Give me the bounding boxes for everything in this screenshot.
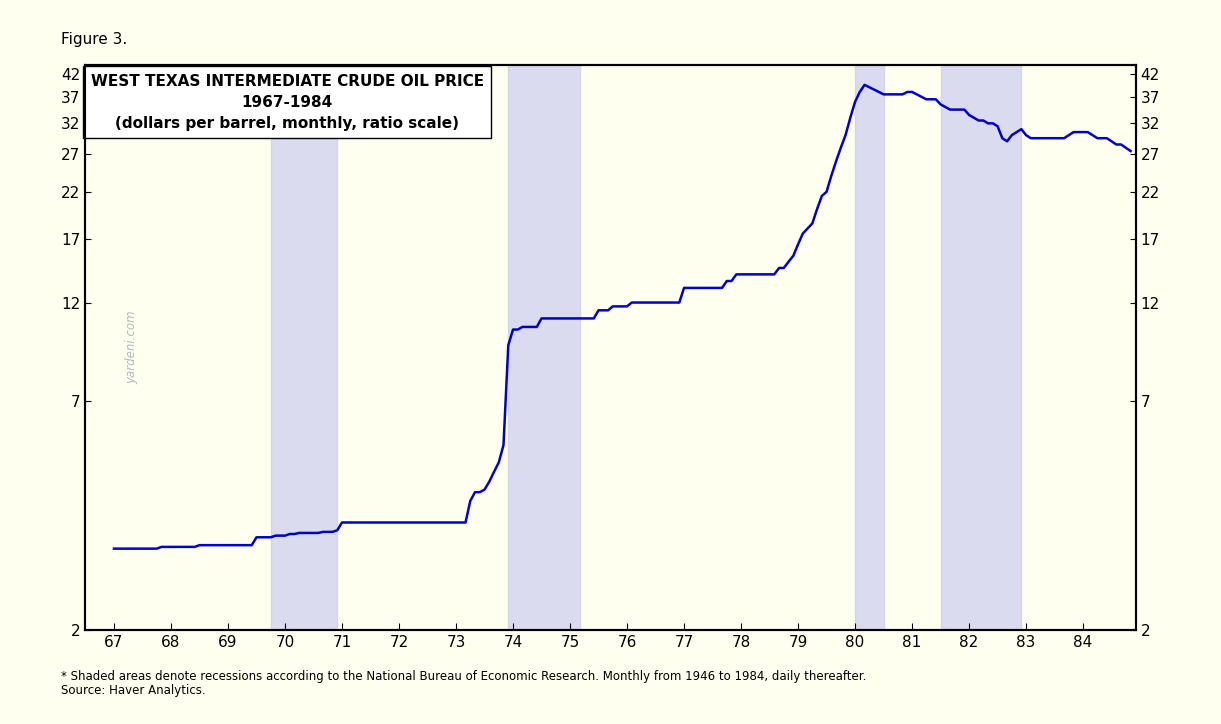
Text: Figure 3.: Figure 3. xyxy=(61,32,127,47)
Bar xyxy=(855,65,884,630)
Bar xyxy=(940,65,1021,630)
Text: WEST TEXAS INTERMEDIATE CRUDE OIL PRICE
1967-1984
(dollars per barrel, monthly, : WEST TEXAS INTERMEDIATE CRUDE OIL PRICE … xyxy=(90,74,484,130)
Bar xyxy=(508,65,580,630)
Bar xyxy=(271,65,337,630)
Text: Source: Haver Analytics.: Source: Haver Analytics. xyxy=(61,684,205,697)
Text: yardeni.com: yardeni.com xyxy=(126,311,138,384)
Text: * Shaded areas denote recessions according to the National Bureau of Economic Re: * Shaded areas denote recessions accordi… xyxy=(61,670,867,683)
